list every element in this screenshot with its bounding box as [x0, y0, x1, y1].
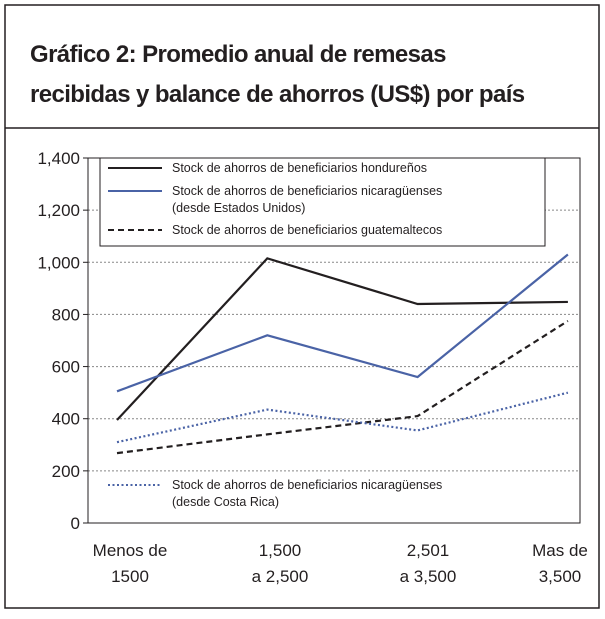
- chart-title: Gráfico 2: Promedio anual de remesas: [30, 41, 446, 68]
- x-tick-label: Mas de: [532, 541, 588, 560]
- series-line: [116, 253, 569, 393]
- x-tick-label: a 2,500: [252, 567, 309, 586]
- legend-label: (desde Costa Rica): [172, 495, 279, 509]
- y-tick-label: 800: [52, 305, 80, 324]
- x-tick-label: Menos de: [93, 541, 168, 560]
- x-tick-label: a 3,500: [400, 567, 457, 586]
- y-tick-label: 0: [71, 514, 80, 533]
- y-tick-label: 1,200: [37, 201, 80, 220]
- legend-label: Stock de ahorros de beneficiarios guatem…: [172, 223, 442, 237]
- x-tick-label: 2,501: [407, 541, 450, 560]
- y-tick-label: 1,400: [37, 149, 80, 168]
- y-tick-label: 200: [52, 462, 80, 481]
- chart-title: recibidas y balance de ahorros (US$) por…: [30, 81, 525, 108]
- x-tick-label: 1500: [111, 567, 149, 586]
- x-tick-label: 3,500: [539, 567, 582, 586]
- series-line: [116, 257, 568, 421]
- series-line: [116, 391, 569, 444]
- y-tick-label: 1,000: [37, 253, 80, 272]
- x-tick-label: 1,500: [259, 541, 302, 560]
- legend-box: [99, 157, 546, 247]
- legend-label: Stock de ahorros de beneficiarios nicara…: [172, 184, 442, 198]
- legend-label: (desde Estados Unidos): [172, 201, 305, 215]
- y-tick-label: 400: [52, 410, 80, 429]
- legend-label: Stock de ahorros de beneficiarios nicara…: [172, 478, 442, 492]
- legend-label: Stock de ahorros de beneficiarios hondur…: [172, 161, 427, 175]
- series-line: [116, 320, 569, 455]
- frame: [4, 4, 600, 609]
- y-tick-label: 600: [52, 358, 80, 377]
